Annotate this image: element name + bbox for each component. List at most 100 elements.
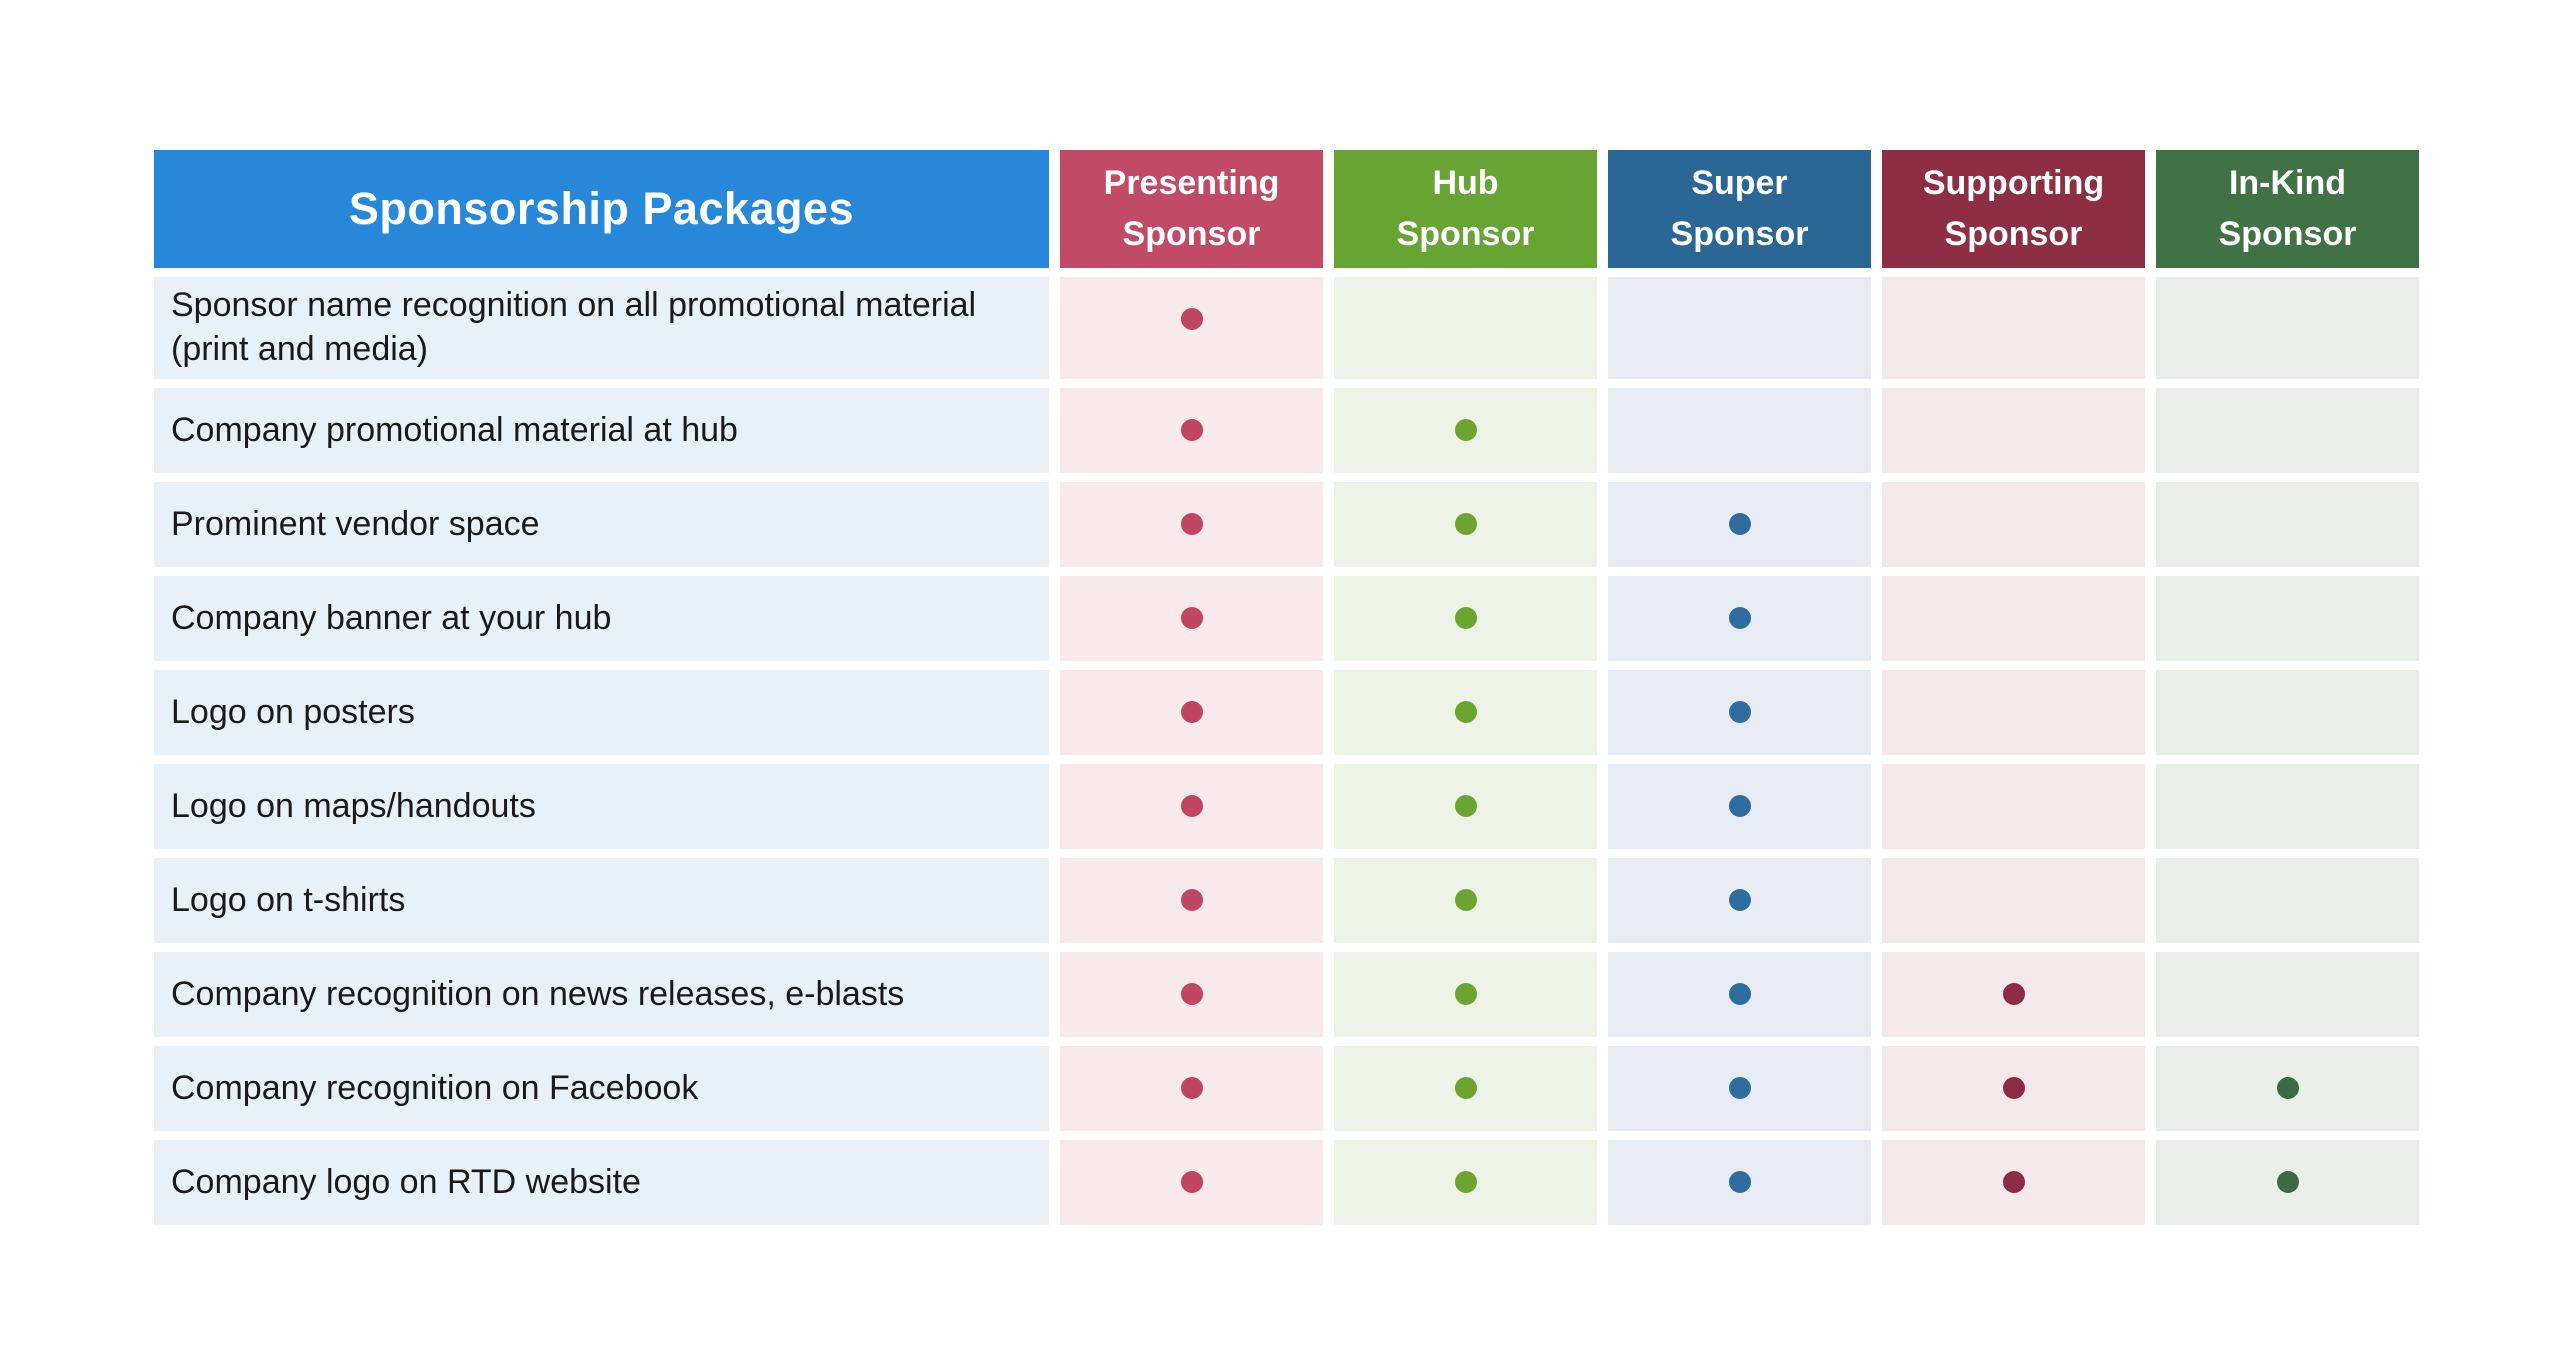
benefit-cell-supporting	[1882, 388, 2145, 473]
benefit-cell-inkind	[2156, 576, 2419, 661]
column-header-presenting: Presenting Sponsor	[1060, 150, 1323, 268]
benefit-label: Company promotional material at hub	[171, 410, 738, 449]
benefit-cell-presenting	[1060, 952, 1323, 1037]
included-dot-icon	[1180, 513, 1203, 535]
benefit-cell-hub	[1334, 1140, 1597, 1225]
benefit-cell-inkind	[2156, 277, 2419, 379]
benefit-cell-inkind	[2156, 952, 2419, 1037]
benefit-label-cell: Company recognition on news releases, e-…	[154, 952, 1049, 1037]
included-dot-icon	[1454, 983, 1477, 1005]
column-header-label-presenting: Presenting Sponsor	[1103, 164, 1280, 253]
benefit-cell-supporting	[1882, 858, 2145, 943]
benefit-cell-presenting	[1060, 858, 1323, 943]
benefit-cell-inkind	[2156, 1140, 2419, 1225]
benefit-label-cell: Company promotional material at hub	[154, 388, 1049, 473]
benefit-cell-inkind	[2156, 670, 2419, 755]
column-header-label-inkind: In-Kind Sponsor	[2218, 164, 2357, 253]
benefit-cell-supporting	[1882, 277, 2145, 379]
benefit-cell-supporting	[1882, 482, 2145, 567]
benefit-cell-hub	[1334, 764, 1597, 849]
included-dot-icon	[1454, 889, 1477, 911]
column-header-inkind: In-Kind Sponsor	[2156, 150, 2419, 268]
included-dot-icon	[2276, 1077, 2299, 1099]
benefit-cell-inkind	[2156, 482, 2419, 567]
benefit-cell-supporting	[1882, 1046, 2145, 1131]
included-dot-icon	[1728, 1077, 1751, 1099]
included-dot-icon	[1180, 889, 1203, 911]
included-dot-icon	[1454, 419, 1477, 441]
benefit-cell-hub	[1334, 277, 1597, 379]
included-dot-icon	[2276, 1171, 2299, 1193]
included-dot-icon	[1180, 983, 1203, 1005]
benefit-cell-super	[1608, 277, 1871, 379]
benefit-cell-super	[1608, 1046, 1871, 1131]
benefit-cell-inkind	[2156, 764, 2419, 849]
benefit-cell-inkind	[2156, 858, 2419, 943]
benefit-label-cell: Logo on t-shirts	[154, 858, 1049, 943]
benefit-cell-super	[1608, 388, 1871, 473]
benefit-cell-hub	[1334, 576, 1597, 661]
included-dot-icon	[1454, 513, 1477, 535]
included-dot-icon	[1728, 701, 1751, 723]
included-dot-icon	[1180, 419, 1203, 441]
included-dot-icon	[2002, 1171, 2025, 1193]
benefit-label: Prominent vendor space	[171, 504, 540, 543]
benefit-cell-hub	[1334, 1046, 1597, 1131]
column-header-super: Super Sponsor	[1608, 150, 1871, 268]
table-title: Sponsorship Packages	[348, 183, 855, 234]
included-dot-icon	[2002, 983, 2025, 1005]
benefit-cell-presenting	[1060, 764, 1323, 849]
table-title-cell: Sponsorship Packages	[154, 150, 1049, 268]
included-dot-icon	[1454, 795, 1477, 817]
column-header-label-super: Super Sponsor	[1670, 164, 1809, 253]
benefit-cell-supporting	[1882, 1140, 2145, 1225]
sponsorship-table: Sponsorship Packages Presenting Sponsor H…	[154, 150, 2419, 1225]
benefit-cell-presenting	[1060, 482, 1323, 567]
benefit-label-cell: Company recognition on Facebook	[154, 1046, 1049, 1131]
included-dot-icon	[2002, 1077, 2025, 1099]
included-dot-icon	[1180, 701, 1203, 723]
benefit-label: Logo on posters	[171, 692, 415, 731]
included-dot-icon	[1728, 513, 1751, 535]
benefit-label: Logo on t-shirts	[171, 880, 406, 919]
included-dot-icon	[1454, 1171, 1477, 1193]
benefit-cell-super	[1608, 764, 1871, 849]
included-dot-icon	[1180, 1171, 1203, 1193]
benefit-label: Company logo on RTD website	[171, 1162, 641, 1201]
included-dot-icon	[1728, 889, 1751, 911]
benefit-cell-presenting	[1060, 576, 1323, 661]
benefit-cell-super	[1608, 858, 1871, 943]
benefit-label: Company banner at your hub	[171, 598, 612, 637]
benefit-cell-super	[1608, 576, 1871, 661]
included-dot-icon	[1728, 607, 1751, 629]
included-dot-icon	[1180, 308, 1203, 330]
benefit-cell-super	[1608, 482, 1871, 567]
included-dot-icon	[1728, 795, 1751, 817]
column-header-hub: Hub Sponsor	[1334, 150, 1597, 268]
benefit-cell-presenting	[1060, 388, 1323, 473]
benefit-cell-supporting	[1882, 670, 2145, 755]
benefit-label-cell: Logo on maps/handouts	[154, 764, 1049, 849]
benefit-label: Company recognition on Facebook	[171, 1068, 699, 1107]
column-header-label-hub: Hub Sponsor	[1396, 164, 1535, 253]
included-dot-icon	[1454, 701, 1477, 723]
included-dot-icon	[1180, 607, 1203, 629]
benefit-cell-supporting	[1882, 576, 2145, 661]
benefit-cell-presenting	[1060, 277, 1323, 379]
benefit-label-cell: Company logo on RTD website	[154, 1140, 1049, 1225]
included-dot-icon	[1180, 1077, 1203, 1099]
included-dot-icon	[1454, 607, 1477, 629]
benefit-cell-hub	[1334, 388, 1597, 473]
benefit-cell-supporting	[1882, 764, 2145, 849]
benefit-cell-supporting	[1882, 952, 2145, 1037]
included-dot-icon	[1728, 1171, 1751, 1193]
benefit-cell-hub	[1334, 952, 1597, 1037]
benefit-cell-super	[1608, 1140, 1871, 1225]
benefit-cell-hub	[1334, 670, 1597, 755]
benefit-label: Sponsor name recognition on all promotio…	[171, 286, 977, 368]
benefit-label-cell: Company banner at your hub	[154, 576, 1049, 661]
included-dot-icon	[1728, 983, 1751, 1005]
benefit-cell-presenting	[1060, 670, 1323, 755]
benefit-cell-super	[1608, 952, 1871, 1037]
